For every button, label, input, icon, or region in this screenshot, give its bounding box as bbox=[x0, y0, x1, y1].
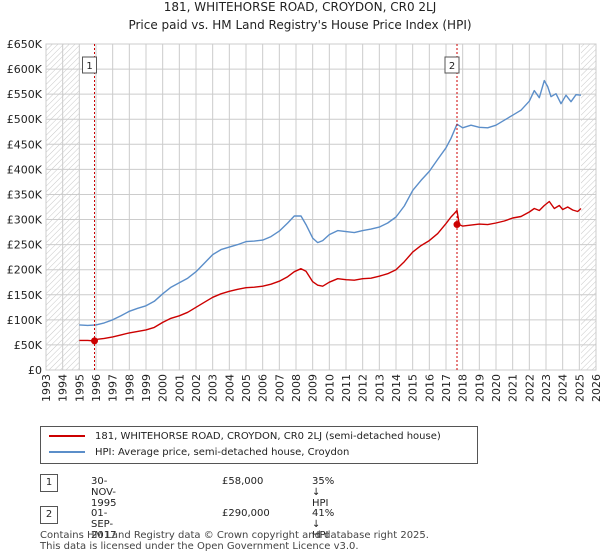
footer-copyright: Contains HM Land Registry data © Crown c… bbox=[40, 530, 429, 541]
y-tick-label: £50K bbox=[14, 339, 43, 352]
x-tick-label: 1994 bbox=[57, 374, 70, 402]
x-tick-label: 2011 bbox=[340, 374, 353, 402]
y-tick-label: £300K bbox=[7, 214, 43, 227]
sale-badge: 1 bbox=[40, 474, 58, 492]
x-tick-label: 2002 bbox=[190, 374, 203, 402]
x-tick-label: 2016 bbox=[423, 374, 436, 402]
y-tick-label: £250K bbox=[7, 239, 43, 252]
sale-marker-point bbox=[91, 337, 98, 345]
y-tick-label: £350K bbox=[7, 188, 43, 201]
x-tick-label: 2005 bbox=[240, 374, 253, 402]
x-tick-label: 1995 bbox=[73, 374, 86, 402]
x-tick-label: 1999 bbox=[140, 374, 153, 402]
y-tick-label: £150K bbox=[7, 289, 43, 302]
legend: 181, WHITEHORSE ROAD, CROYDON, CR0 2LJ (… bbox=[40, 426, 478, 464]
y-tick-label: £500K bbox=[7, 113, 43, 126]
x-tick-label: 2015 bbox=[407, 374, 420, 402]
x-tick-label: 2000 bbox=[157, 374, 170, 402]
sale-price: £290,000 bbox=[222, 508, 270, 519]
legend-swatch-hpi bbox=[49, 451, 85, 453]
y-tick-label: £650K bbox=[7, 38, 43, 51]
legend-label-hpi: HPI: Average price, semi-detached house,… bbox=[95, 447, 350, 458]
sale-date: 30-NOV-1995 bbox=[91, 476, 117, 509]
x-tick-label: 2021 bbox=[507, 374, 520, 402]
legend-label-property: 181, WHITEHORSE ROAD, CROYDON, CR0 2LJ (… bbox=[95, 431, 441, 442]
footer: Contains HM Land Registry data © Crown c… bbox=[40, 530, 429, 552]
y-tick-label: £400K bbox=[7, 163, 43, 176]
legend-swatch-property bbox=[49, 435, 85, 437]
x-tick-label: 2010 bbox=[323, 374, 336, 402]
x-tick-label: 2022 bbox=[523, 374, 536, 402]
series-line-property bbox=[79, 200, 582, 342]
x-tick-label: 2014 bbox=[390, 374, 403, 402]
sale-marker-point bbox=[453, 221, 461, 229]
x-tick-label: 2009 bbox=[307, 374, 320, 402]
x-tick-label: 2004 bbox=[223, 374, 236, 402]
x-tick-label: 2012 bbox=[357, 374, 370, 402]
x-tick-label: 1997 bbox=[107, 374, 120, 402]
x-tick-label: 1998 bbox=[123, 374, 136, 402]
chart-subtitle: Price paid vs. HM Land Registry's House … bbox=[128, 18, 472, 32]
x-tick-label: 2023 bbox=[540, 374, 553, 402]
sale-price: £58,000 bbox=[222, 476, 264, 487]
x-tick-label: 2024 bbox=[557, 374, 570, 402]
y-tick-label: £0 bbox=[28, 364, 42, 377]
y-tick-label: £550K bbox=[7, 88, 43, 101]
x-tick-label: 2013 bbox=[373, 374, 386, 402]
sale-marker-badge bbox=[444, 56, 460, 74]
x-tick-label: 2007 bbox=[273, 374, 286, 402]
hatched-region bbox=[581, 44, 596, 370]
x-tick-label: 2001 bbox=[173, 374, 186, 402]
x-tick-label: 1996 bbox=[90, 374, 103, 402]
sale-marker-label: 2 bbox=[449, 61, 455, 72]
chart-title: 181, WHITEHORSE ROAD, CROYDON, CR0 2LJ bbox=[163, 0, 437, 14]
x-tick-label: 2026 bbox=[590, 374, 600, 402]
x-tick-label: 2008 bbox=[290, 374, 303, 402]
x-tick-label: 2003 bbox=[207, 374, 220, 402]
sale-date: 01-SEP-2017 bbox=[91, 508, 117, 541]
x-tick-label: 2006 bbox=[257, 374, 270, 402]
y-tick-label: £200K bbox=[7, 264, 43, 277]
price-chart: £0 £50K £100K £150K £200K £250K £300K £350K £400… bbox=[7, 38, 600, 402]
x-tick-label: 2017 bbox=[440, 374, 453, 402]
y-tick-label: £600K bbox=[7, 63, 43, 76]
x-tick-label: 2018 bbox=[457, 374, 470, 402]
sale-hpi-diff: 41% ↓ HPI bbox=[312, 508, 335, 541]
x-tick-label: 2020 bbox=[490, 374, 503, 402]
plot-border bbox=[45, 43, 597, 371]
y-tick-label: £450K bbox=[7, 138, 43, 151]
series-line-hpi bbox=[79, 79, 582, 327]
legend-item-hpi: HPI: Average price, semi-detached house,… bbox=[49, 445, 349, 461]
x-tick-label: 2025 bbox=[573, 374, 586, 402]
sale-marker-label: 1 bbox=[86, 61, 92, 72]
sale-badge: 2 bbox=[40, 506, 58, 524]
y-tick-label: £100K bbox=[7, 314, 43, 327]
footer-licence: This data is licensed under the Open Gov… bbox=[40, 541, 359, 552]
x-tick-label: 1993 bbox=[40, 374, 53, 402]
x-tick-label: 2019 bbox=[473, 374, 486, 402]
sale-hpi-diff: 35% ↓ HPI bbox=[312, 476, 335, 509]
legend-item-property: 181, WHITEHORSE ROAD, CROYDON, CR0 2LJ (… bbox=[49, 429, 441, 445]
sale-marker-badge bbox=[82, 56, 97, 74]
